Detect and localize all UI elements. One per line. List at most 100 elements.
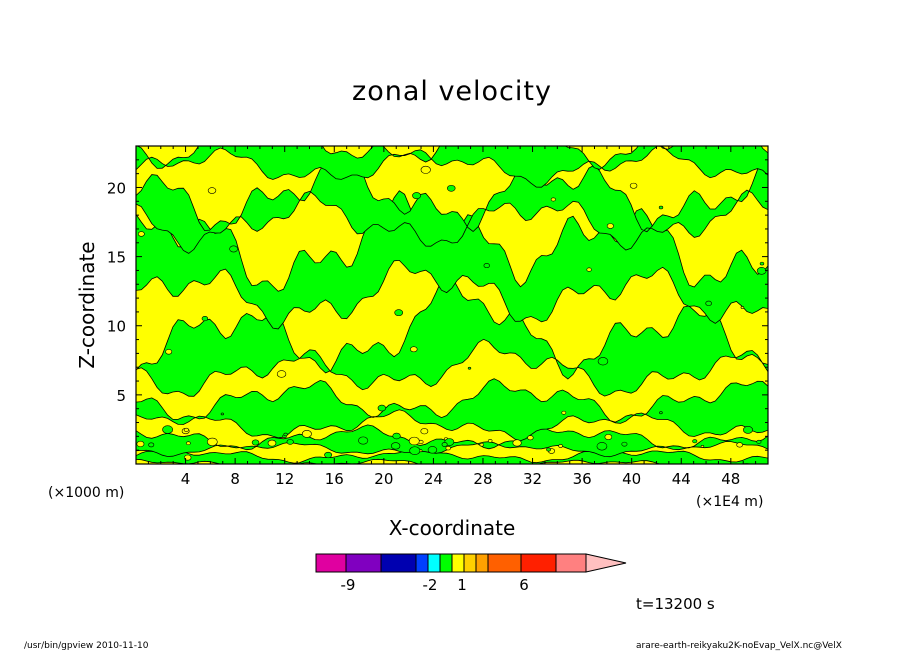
contour-blob [604,434,613,440]
contour-blob [705,300,712,306]
x-tick-label: 36 [573,470,592,488]
contour-blob [550,197,556,202]
contour-blob [445,446,451,451]
colorbar-cell [555,553,587,573]
x-tick-label: 20 [374,470,393,488]
contour-blob [136,440,145,448]
contour-blob [394,309,404,317]
contour-blob [596,442,608,451]
colorbar-label: -9 [341,576,356,594]
x-tick-label: 48 [721,470,740,488]
colorbar-label: 6 [519,576,529,594]
contour-blob [692,439,698,444]
contour-blob [759,261,765,266]
contour-blob [137,231,145,237]
colorbar-cell [315,553,347,573]
x-tick-label: 16 [325,470,344,488]
colorbar-cell [427,553,441,573]
contour-blob [527,435,534,441]
contour-blob [483,263,490,269]
contour-blob [186,441,191,446]
x-tick-label: 40 [622,470,641,488]
y-tick-label: 15 [107,249,126,267]
contour-blob [206,437,218,447]
contour-blob [629,182,638,189]
contour-blob [756,439,762,444]
chart-title: zonal velocity [352,76,552,107]
colorbar: -9 -2 1 6 [315,553,627,594]
contour-blob [390,442,401,450]
contour-blob [743,425,753,434]
contour-blob [409,446,421,455]
contour-blob [148,442,155,448]
y-tick-label: 10 [107,318,126,336]
green-band-0 [136,447,768,464]
contour-blob [207,187,217,194]
colorbar-cell [463,553,477,573]
colorbar-cell [345,553,382,573]
contour-blob [286,439,294,445]
contour-blob [377,404,387,412]
x-tick-label: 32 [523,470,542,488]
contour-blob [392,432,401,440]
y-tick-label: 20 [107,179,126,197]
contour-blob [358,436,369,445]
green-band-4 [136,190,768,330]
contour-blob [220,412,224,416]
contour-blob [740,306,745,309]
x-unit-right: (×1E4 m) [696,494,763,510]
contour-blob [251,439,260,446]
x-axis-label: X-coordinate [389,516,516,540]
contour-blob [561,410,567,415]
contour-blob [183,427,189,432]
contour-blob [447,184,456,192]
contour-blob [597,357,609,366]
contour-blob [408,436,420,446]
green-band-2 [136,378,768,442]
contour-blob [558,444,563,448]
y-tick-label: 5 [116,387,126,405]
green-band-6 [136,146,768,188]
contour-blob [283,432,288,437]
time-label: t=13200 s [636,595,715,613]
x-tick-label: 28 [473,470,492,488]
x-tick-label: 24 [424,470,443,488]
y-axis-label: Z-coordinate [75,241,99,368]
contour-blob [700,444,705,448]
x-tick-label: 44 [672,470,691,488]
green-band-1 [136,424,768,458]
plot-frame [135,145,769,465]
contour-blob [586,267,592,272]
colorbar-cell [520,553,557,573]
x-unit-left: (×1000 m) [48,485,124,501]
contour-blob [162,425,174,434]
colorbar-cell [380,553,417,573]
contour-blob [546,447,552,452]
contour-blob [410,346,418,353]
contour-blob [659,411,663,415]
contour-blob [479,442,484,447]
contour-blob [512,439,522,447]
contour-blob [427,446,438,454]
x-tick-label: 12 [275,470,294,488]
contour-blob [267,439,277,447]
colorbar-cell [475,553,489,573]
contour-blob [606,223,614,229]
plot-area [136,146,768,464]
colorbar-cell [415,553,429,573]
footer-right: arare-earth-reikyaku2K-noEvap_VelX.nc@Ve… [636,641,842,651]
colorbar-cell [451,553,465,573]
colorbar-label: -2 [423,576,438,594]
contour-blob [487,438,493,443]
colorbar-cell [487,553,522,573]
contour-blob [301,429,312,438]
contour-blob [621,441,628,447]
contour-blob [658,205,664,210]
contour-blob [412,192,422,200]
colorbar-arrow [585,553,627,573]
contour-blob [276,370,287,378]
contour-blob [467,366,472,370]
contour-blob [324,451,333,459]
colorbar-cell [439,553,453,573]
